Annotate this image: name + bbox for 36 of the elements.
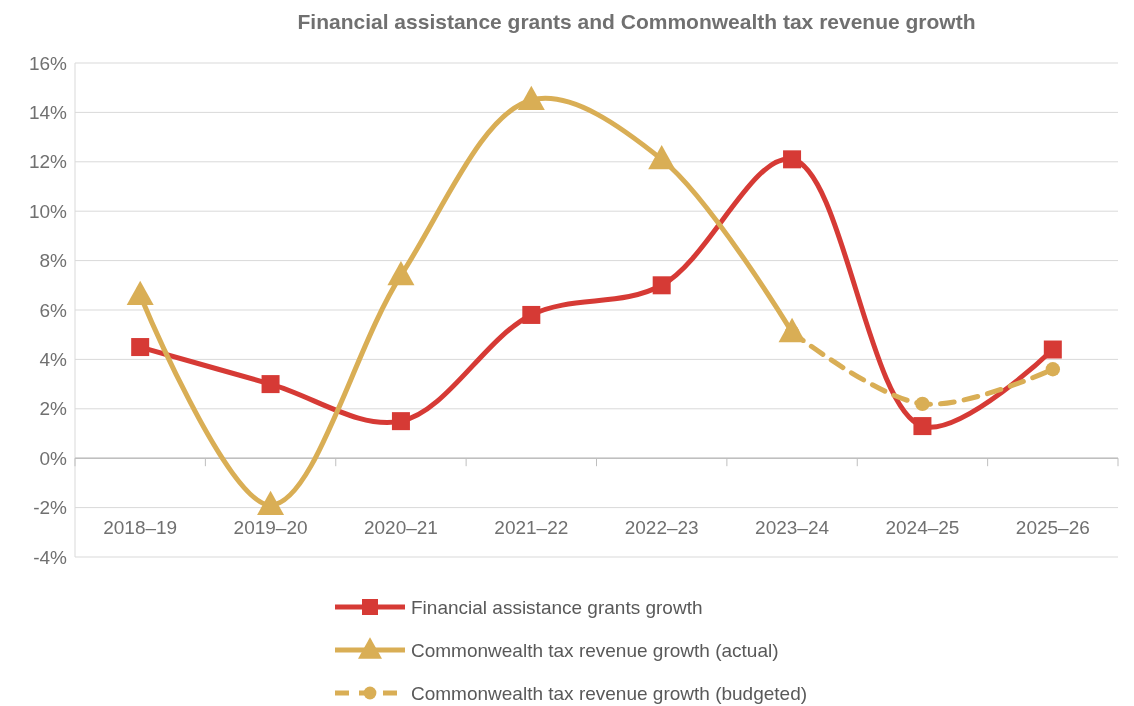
legend-label: Commonwealth tax revenue growth (actual): [411, 639, 779, 661]
point: [652, 276, 671, 295]
point: [126, 280, 154, 306]
x-tick-label: 2018–19: [103, 517, 178, 539]
point: [522, 305, 541, 324]
point: [131, 338, 150, 357]
x-tick-label: 2025–26: [1015, 517, 1090, 539]
x-tick-label: 2021–22: [494, 517, 569, 539]
point: [915, 396, 930, 412]
y-tick-label: 10%: [28, 200, 68, 222]
x-tick-label: 2022–23: [624, 517, 699, 539]
point: [261, 375, 280, 394]
y-tick-label: 8%: [39, 250, 68, 272]
y-tick-label: 6%: [39, 299, 68, 321]
x-tick-label: 2024–25: [885, 517, 960, 539]
point: [517, 85, 545, 110]
legend-label: Commonwealth tax revenue growth (budgeted): [411, 682, 808, 704]
point: [648, 144, 676, 170]
x-tick-label: 2020–21: [363, 517, 438, 539]
y-tick-label: 4%: [39, 349, 68, 371]
x-tick-label: 2019–20: [233, 517, 308, 539]
point: [1045, 362, 1061, 377]
point: [913, 417, 932, 436]
chart-title: Financial assistance grants and Commonwealth tax revenue growth: [297, 10, 976, 33]
y-tick-label: -2%: [33, 497, 68, 519]
point: [1043, 340, 1062, 359]
y-tick-label: 12%: [28, 151, 68, 173]
y-tick-label: 2%: [39, 398, 68, 420]
y-tick-label: 0%: [39, 447, 68, 469]
y-tick-label: 14%: [28, 102, 68, 124]
y-tick-label: -4%: [33, 546, 68, 568]
y-tick-label: 16%: [28, 52, 68, 74]
point: [391, 412, 410, 431]
legend-label: Financial assistance grants growth: [411, 596, 703, 618]
point: [387, 261, 415, 286]
x-tick-label: 2023–24: [755, 517, 830, 539]
